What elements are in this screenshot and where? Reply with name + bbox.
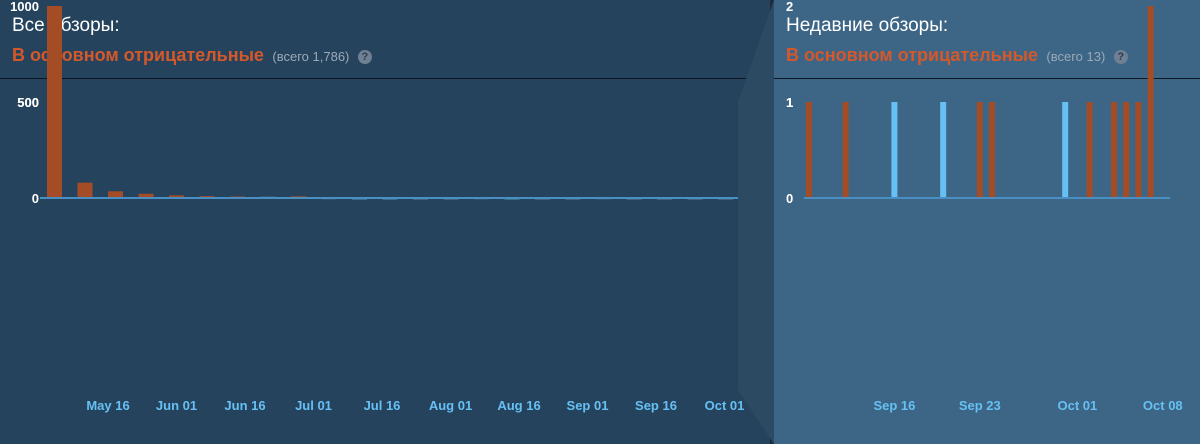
all-reviews-total: (всего 1,786) [272, 49, 350, 64]
negative-bar [169, 195, 184, 198]
negative-bar [77, 182, 93, 198]
x-tick-label: Oct 01 [1058, 398, 1098, 413]
negative-bar [108, 191, 123, 198]
negative-bar [1086, 102, 1093, 198]
header-divider [774, 78, 1200, 79]
negative-bar [47, 6, 62, 198]
recent-reviews-panel: Недавние обзоры: В основном отрицательны… [774, 0, 1200, 444]
y-tick-label: 500 [17, 95, 39, 110]
x-tick-label: Jul 01 [295, 398, 332, 413]
recent-reviews-header: Недавние обзоры: В основном отрицательны… [786, 14, 1128, 68]
all-reviews-panel: Все обзоры: В основном отрицательные (вс… [0, 0, 770, 444]
positive-bar [1062, 102, 1069, 198]
recent-reviews-title: Недавние обзоры: [786, 15, 949, 36]
positive-bar [891, 102, 898, 198]
y-tick-label: 1000 [10, 0, 39, 14]
x-tick-label: Sep 16 [635, 398, 677, 413]
y-tick-label: 500 [17, 95, 39, 110]
recent-reviews-summary-line: В основном отрицательные (всего 13) ? [786, 44, 1128, 68]
x-tick-label: Oct 01 [705, 398, 745, 413]
help-icon[interactable]: ? [1113, 50, 1128, 64]
x-tick-label: Aug 01 [429, 398, 472, 413]
x-tick-label: Sep 16 [873, 398, 915, 413]
x-tick-label: Aug 16 [497, 398, 540, 413]
negative-bar [976, 102, 983, 198]
y-tick-label: 2 [786, 0, 793, 14]
positive-bar [940, 102, 947, 198]
y-tick-label: 0 [786, 191, 793, 206]
negative-bar [748, 197, 764, 199]
x-tick-label: Jun 16 [224, 398, 265, 413]
x-tick-label: Sep 01 [567, 398, 609, 413]
negative-bar [842, 102, 849, 198]
negative-bar [1147, 6, 1154, 198]
y-tick-label: 0 [32, 191, 39, 206]
all-reviews-title: Все обзоры: [12, 15, 120, 36]
x-tick-label: Oct 08 [1143, 398, 1183, 413]
help-icon[interactable]: ? [357, 50, 372, 64]
x-tick-label: Sep 23 [959, 398, 1001, 413]
all-reviews-summary-line: В основном отрицательные (всего 1,786) ? [12, 44, 372, 68]
header-divider [0, 78, 770, 79]
negative-bar [1111, 102, 1117, 198]
y-tick-label: 1 [786, 95, 793, 110]
negative-bar [138, 193, 154, 198]
negative-bar [989, 102, 995, 198]
negative-bar [1135, 102, 1142, 198]
recent-reviews-total: (всего 13) [1046, 49, 1106, 64]
y-tick-label: 1 [786, 95, 793, 110]
x-tick-label: Jul 16 [364, 398, 401, 413]
negative-bar [1123, 102, 1130, 198]
x-tick-label: Jun 01 [156, 398, 197, 413]
x-tick-label: May 16 [86, 398, 129, 413]
all-reviews-summary: В основном отрицательные [12, 45, 264, 65]
all-reviews-header: Все обзоры: В основном отрицательные (вс… [12, 14, 372, 68]
recent-reviews-summary: В основном отрицательные [786, 45, 1038, 65]
negative-bar [806, 102, 812, 198]
